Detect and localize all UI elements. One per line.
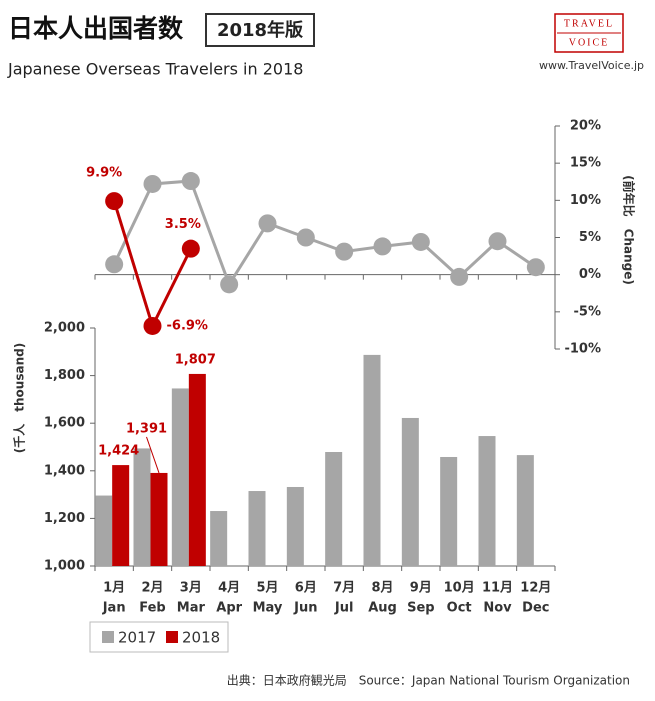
x-tick-label: Nov (483, 601, 512, 616)
chart-title: 日本人出国者数 (8, 14, 184, 43)
bar (210, 511, 228, 566)
x-tick-label: Mar (177, 601, 206, 616)
x-tick-label: 9月 (410, 581, 432, 596)
bar (516, 455, 534, 566)
y2-tick-label: 20% (570, 119, 601, 134)
bar (248, 491, 266, 566)
legend-swatch (166, 631, 178, 643)
bar (440, 456, 458, 566)
change-line (112, 179, 537, 288)
change-point (335, 242, 354, 261)
y2-tick-label: -5% (574, 304, 601, 319)
change-value-label: -6.9% (167, 318, 208, 333)
site: www.TravelVoice.jp (539, 59, 644, 72)
x-tick-label: Jul (334, 601, 354, 616)
x-tick-label: 3月 (180, 581, 202, 596)
x-tick-label: 4月 (218, 581, 240, 596)
x-tick-label: Jun (293, 601, 317, 616)
bar (95, 495, 113, 566)
y2-tick-label: -10% (564, 342, 601, 357)
y2-tick-label: 10% (570, 193, 601, 208)
change-point (450, 267, 469, 286)
y-tick-label: 2,000 (44, 321, 85, 336)
label-leader (146, 436, 160, 474)
change-value-label: 9.9% (86, 166, 122, 181)
x-tick-label: 6月 (295, 581, 317, 596)
bar (478, 436, 496, 566)
change-point (143, 316, 162, 335)
subtitle: Japanese Overseas Travelers in 2018 (7, 60, 303, 79)
x-tick-label: Apr (216, 601, 242, 616)
y2-tick-label: 0% (579, 267, 601, 282)
y2-axis-label: (前年比 Change) (622, 175, 637, 285)
bar-value-label: 1,424 (98, 444, 139, 459)
y-tick-label: 1,400 (44, 463, 85, 478)
legend-label: 2017 (118, 629, 156, 647)
x-tick-label: 12月 (520, 581, 551, 596)
bar (150, 472, 168, 566)
x-tick-label: 1月 (103, 581, 125, 596)
badge-box (205, 13, 315, 47)
y-tick-label: 1,200 (44, 511, 85, 526)
bar (286, 486, 304, 566)
change-point (296, 228, 315, 247)
change-point (181, 172, 200, 191)
badge: 2018年版 (217, 19, 303, 41)
change-point (411, 232, 430, 251)
bar (171, 388, 189, 566)
bar-value-label: 1,391 (126, 421, 167, 436)
change-point (373, 237, 392, 256)
x-tick-label: Jan (102, 601, 126, 616)
logo-text: TRAVEL (564, 18, 614, 29)
change-point (220, 275, 239, 294)
x-tick-label: 2月 (141, 581, 163, 596)
bar (112, 465, 130, 566)
x-tick-label: Oct (447, 601, 472, 616)
bar (363, 354, 381, 566)
logo-text: VOICE (569, 37, 610, 48)
bar (188, 373, 206, 566)
x-tick-label: 11月 (482, 581, 513, 596)
change-point (181, 239, 200, 258)
change-point (526, 258, 545, 277)
x-tick-label: Sep (407, 601, 435, 616)
legend-swatch (102, 631, 114, 643)
x-tick-label: 10月 (444, 581, 475, 596)
change-point (488, 232, 507, 251)
y-axis-label: (千人 thousand) (12, 343, 27, 453)
change-point (105, 255, 124, 274)
source: 出典：日本政府観光局 Source：Japan National Tourism… (227, 673, 630, 688)
bar-value-label: 1,807 (175, 352, 216, 367)
x-tick-label: 7月 (333, 581, 355, 596)
x-tick-label: May (253, 601, 283, 616)
y-tick-label: 1,000 (44, 559, 85, 574)
bar (401, 417, 419, 566)
legend-label: 2018 (182, 629, 220, 647)
x-tick-label: 5月 (256, 581, 278, 596)
x-tick-label: Feb (139, 601, 165, 616)
x-tick-label: Dec (522, 601, 549, 616)
x-tick-label: 8月 (371, 581, 393, 596)
x-tick-label: Aug (368, 601, 397, 616)
bar (133, 448, 151, 566)
y-tick-label: 1,800 (44, 368, 85, 383)
change-point (105, 192, 124, 211)
change-value-label: 3.5% (165, 217, 201, 232)
change-point (258, 214, 277, 233)
change-point (143, 174, 162, 193)
y2-tick-label: 5% (579, 230, 601, 245)
y2-tick-label: 15% (570, 156, 601, 171)
y-tick-label: 1,600 (44, 416, 85, 431)
bar (325, 451, 343, 566)
